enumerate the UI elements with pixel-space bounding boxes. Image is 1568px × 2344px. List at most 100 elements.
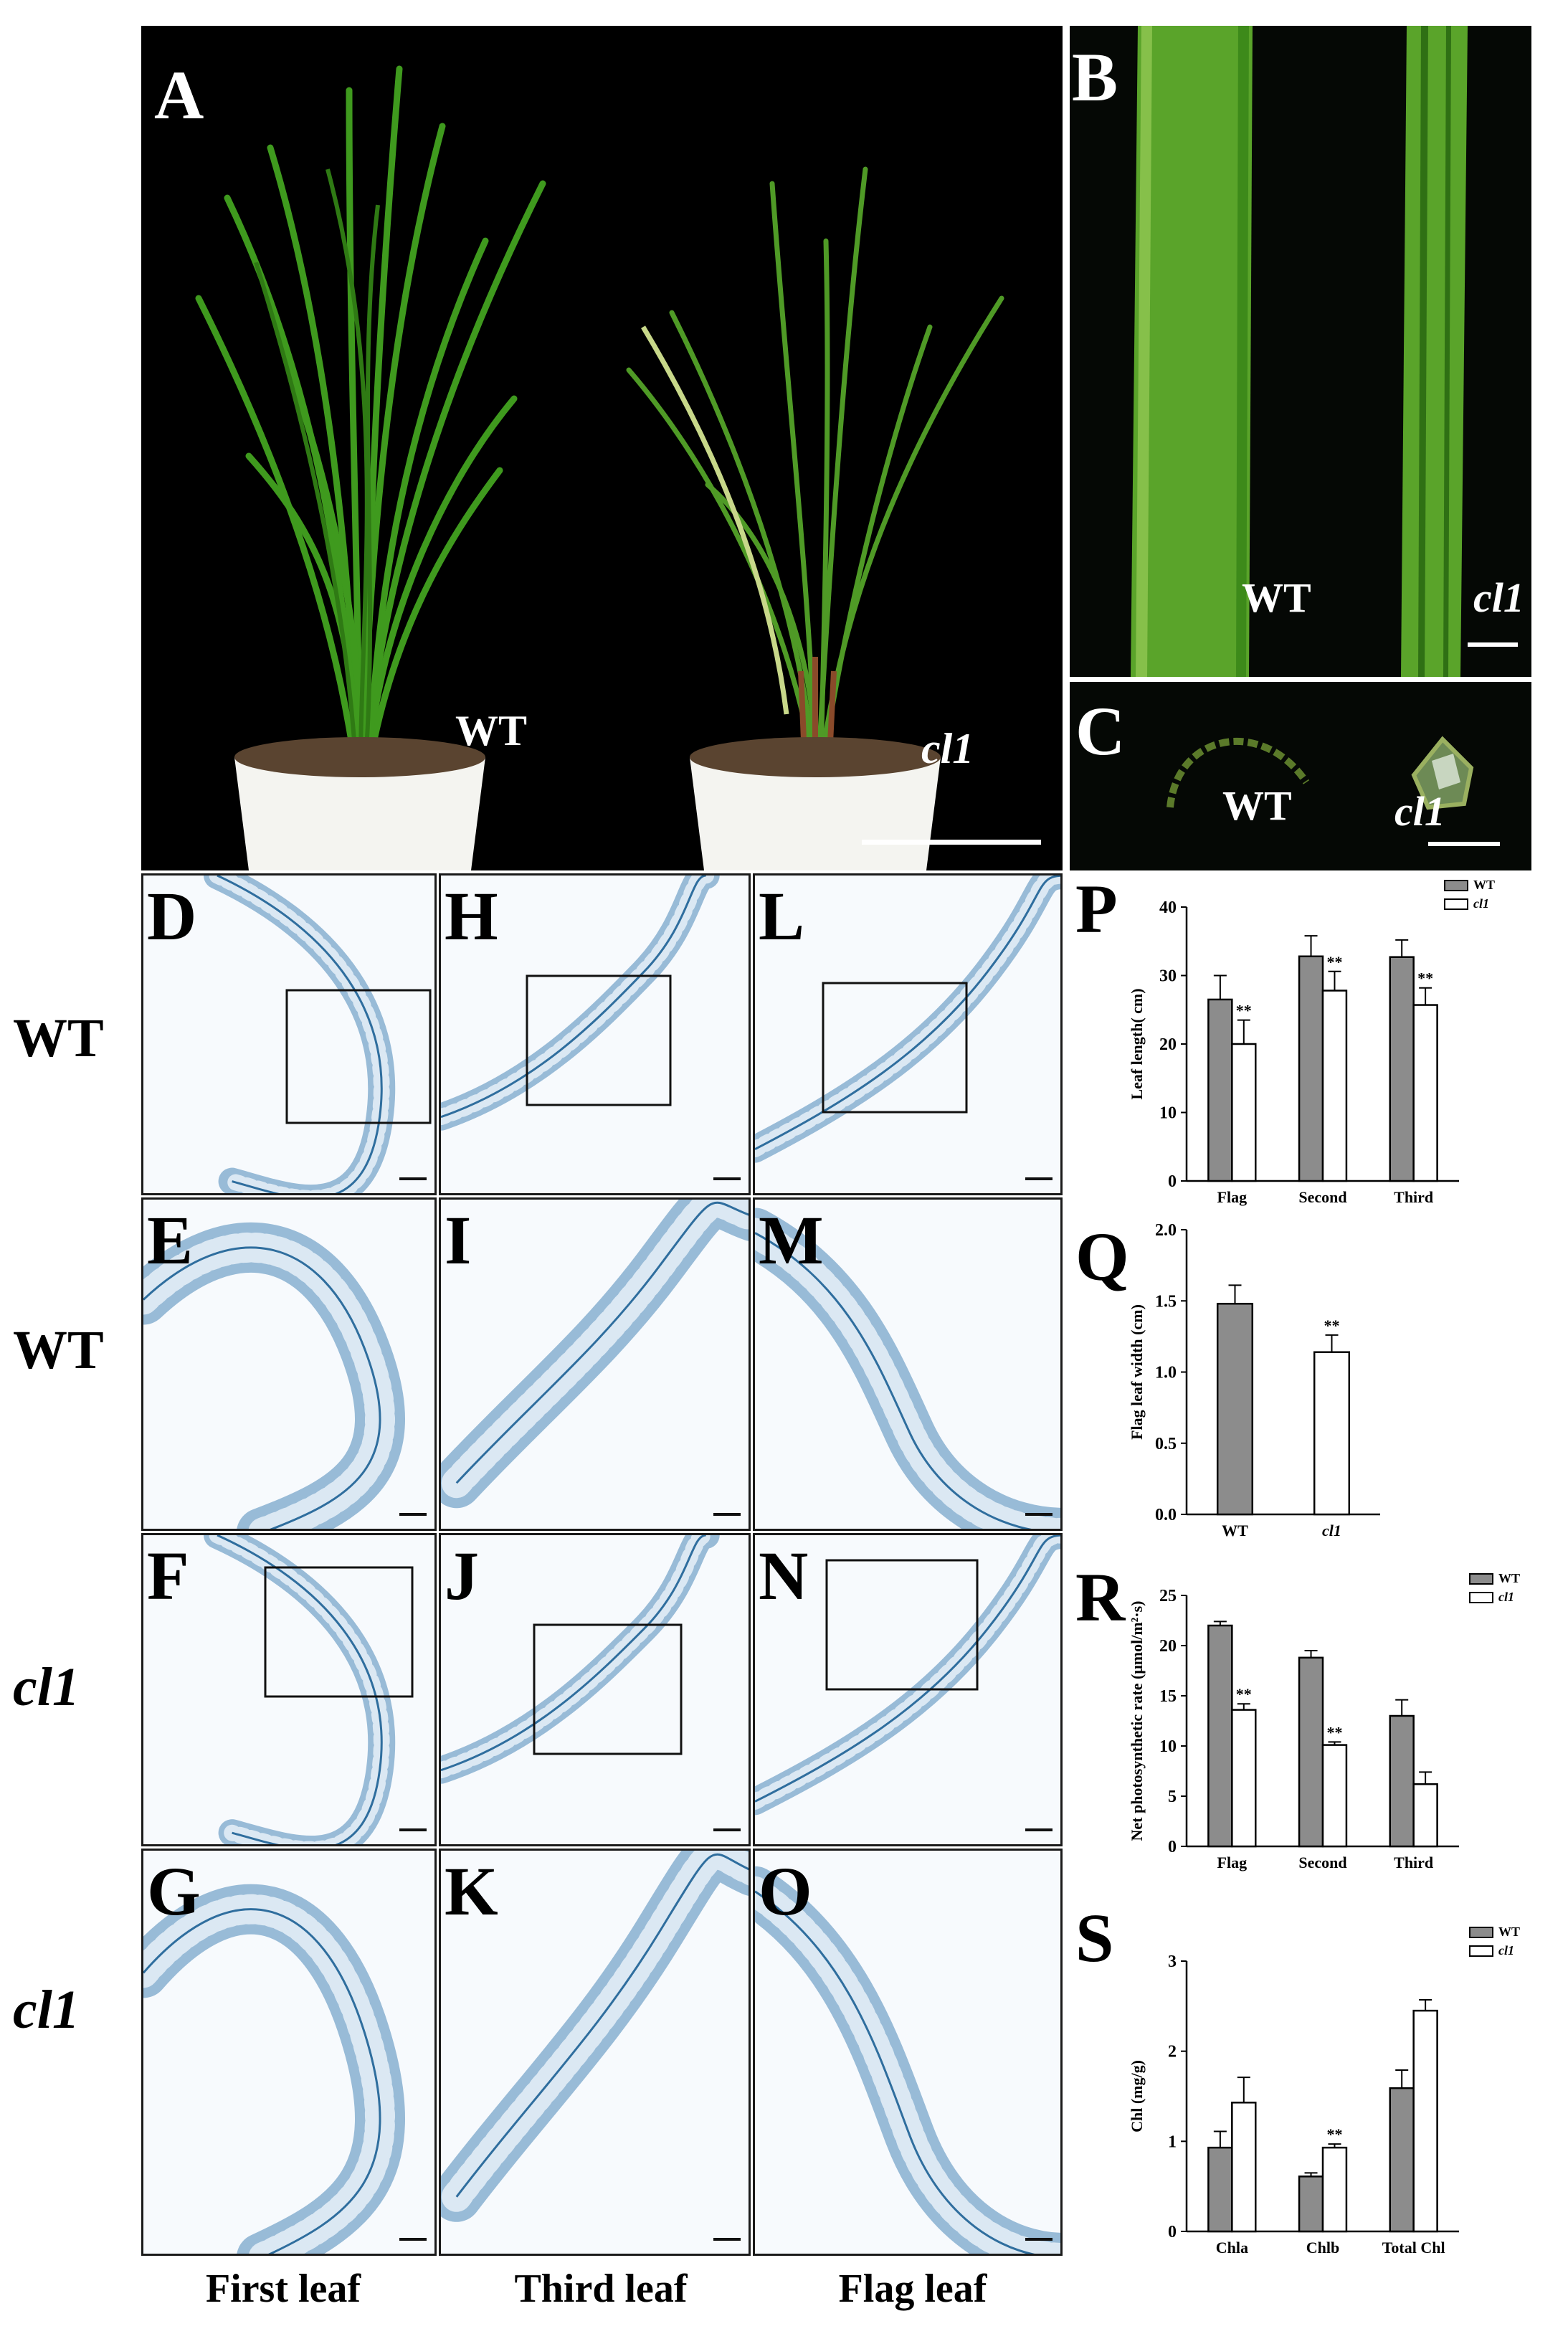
bar-second-wt (1298, 955, 1324, 1182)
panel-letter-a: A (154, 57, 204, 133)
panel-letter-q: Q (1075, 1219, 1129, 1295)
panel-letter-f: F (147, 1537, 189, 1614)
bar-third-cl1 (1412, 1004, 1438, 1182)
row-label-2: WT (13, 1320, 104, 1380)
micrograph-panel-i (439, 1197, 751, 1531)
bar-cl1 (1313, 1351, 1351, 1516)
x-tick-label: cl1 (1322, 1522, 1341, 1539)
micrograph-panel-n (753, 1533, 1063, 1846)
significance-mark: ** (1236, 1685, 1252, 1703)
legend-label: cl1 (1498, 1943, 1514, 1958)
y-tick-label: 1.0 (1155, 1364, 1177, 1382)
panel-b-cl1-label: cl1 (1473, 574, 1524, 621)
bar-wt (1216, 1302, 1254, 1516)
panel-letter-l: L (759, 878, 805, 954)
col-label-first-leaf: First leaf (205, 2267, 361, 2311)
micrograph-panel-f (141, 1533, 437, 1846)
panel-letter-d: D (147, 878, 197, 954)
col-label-flag-leaf: Flag leaf (838, 2267, 987, 2311)
significance-mark: ** (1417, 969, 1433, 987)
panel-letter-s: S (1075, 1900, 1113, 1976)
micrograph-panel-j (439, 1533, 751, 1846)
micrograph-panel-e (141, 1197, 437, 1531)
panel-letter-i: I (445, 1202, 472, 1278)
panel-letter-p: P (1075, 871, 1118, 947)
x-tick-label: Flag (1217, 1854, 1248, 1871)
chart-chlorophyll: S 0 1 2 3 Chl (mg/g) Chla ** Chlb Total Chl WT cl1 (1075, 1900, 1520, 2257)
bar-chlb-wt (1298, 2175, 1324, 2233)
x-tick-label: Second (1298, 1188, 1346, 1206)
y-tick-label: 1.5 (1155, 1292, 1177, 1311)
micrograph-panel-h (439, 873, 751, 1195)
y-tick-label: 1 (1168, 2132, 1177, 2151)
legend-swatch (1444, 880, 1468, 891)
row-label-3: cl1 (13, 1657, 80, 1717)
y-axis-label: Flag leaf width (cm) (1128, 1304, 1146, 1440)
bar-second-cl1 (1321, 990, 1348, 1182)
legend-label: WT (1473, 878, 1495, 892)
panel-letter-r: R (1075, 1560, 1126, 1636)
bar-chla-cl1 (1231, 2102, 1257, 2233)
x-tick-label: Third (1394, 1188, 1433, 1206)
panel-letter-e: E (147, 1202, 194, 1278)
legend-label: WT (1498, 1571, 1520, 1585)
legend-swatch (1469, 1945, 1493, 1957)
y-tick-label: 3 (1168, 1952, 1177, 1971)
panel-letter-h: H (445, 878, 498, 954)
x-tick-label: Flag (1217, 1188, 1248, 1206)
bar-second-wt (1298, 1656, 1324, 1848)
row-label-4: cl1 (13, 1980, 80, 2040)
legend-label: WT (1498, 1925, 1520, 1939)
legend-swatch (1469, 1573, 1493, 1585)
x-tick-label: Chlb (1306, 2239, 1339, 2257)
bar-total-chl-wt (1389, 2087, 1415, 2233)
panel-letter-c: C (1075, 693, 1126, 769)
bar-flag-cl1 (1231, 1043, 1257, 1182)
panel-c-wt-label: WT (1222, 782, 1292, 829)
y-tick-label: 20 (1159, 1035, 1177, 1054)
legend-label: cl1 (1498, 1590, 1514, 1604)
row-label-1: WT (13, 1008, 104, 1068)
y-tick-label: 10 (1159, 1737, 1177, 1756)
x-tick-label: WT (1222, 1522, 1248, 1539)
y-tick-label: 0.5 (1155, 1435, 1177, 1453)
y-tick-label: 15 (1159, 1687, 1177, 1706)
bar-second-cl1 (1321, 1744, 1348, 1848)
micrograph-panel-m (753, 1197, 1063, 1531)
bar-third-wt (1389, 956, 1415, 1182)
micrograph-panel-k (439, 1849, 751, 2256)
panel-letter-k: K (445, 1853, 498, 1930)
panel-letter-j: J (445, 1537, 479, 1614)
bar-third-cl1 (1412, 1783, 1438, 1848)
y-axis-label: Leaf length( cm) (1128, 988, 1146, 1099)
panel-a-cl1-label: cl1 (921, 725, 974, 772)
panel-letter-b: B (1072, 39, 1118, 115)
legend-swatch (1469, 1592, 1493, 1603)
col-label-third-leaf: Third leaf (514, 2267, 688, 2311)
y-axis-label: Net photosynthetic rate (μmol/m²·s) (1128, 1601, 1146, 1841)
significance-mark: ** (1236, 1002, 1252, 1020)
bar-chla-wt (1207, 2146, 1233, 2233)
significance-mark: ** (1324, 1316, 1340, 1334)
y-tick-label: 0.0 (1155, 1506, 1177, 1524)
legend-swatch (1469, 1927, 1493, 1938)
panel-b-wt-label: WT (1242, 574, 1311, 621)
y-tick-label: 30 (1159, 967, 1177, 986)
micrograph-panel-l (753, 873, 1063, 1195)
micrograph-panel-d (141, 873, 437, 1195)
x-tick-label: Second (1298, 1854, 1346, 1871)
significance-mark: ** (1326, 1723, 1342, 1741)
y-tick-label: 0 (1168, 1838, 1177, 1856)
chart-net-photosynthetic-rate: R 0 5 10 15 20 25 Net photosynthetic rate (μmol… (1075, 1560, 1520, 1871)
rice-plants-illustration (195, 65, 1041, 870)
panel-b-photo (1070, 26, 1531, 677)
chart-flag-leaf-width: Q 0.0 0.5 1.0 1.5 2.0 Flag leaf width (cm) WT **… (1075, 1219, 1380, 1539)
y-tick-label: 40 (1159, 898, 1177, 917)
y-tick-label: 0 (1168, 1172, 1177, 1191)
panel-a-wt-label: WT (455, 707, 528, 754)
micrograph-panel-o (753, 1849, 1063, 2256)
y-tick-label: 10 (1159, 1104, 1177, 1123)
chart-leaf-length: P 0 10 20 30 40 Leaf length( cm) ** Flag ** Second… (1075, 871, 1495, 1206)
y-tick-label: 25 (1159, 1587, 1177, 1605)
panel-letter-o: O (759, 1853, 812, 1930)
